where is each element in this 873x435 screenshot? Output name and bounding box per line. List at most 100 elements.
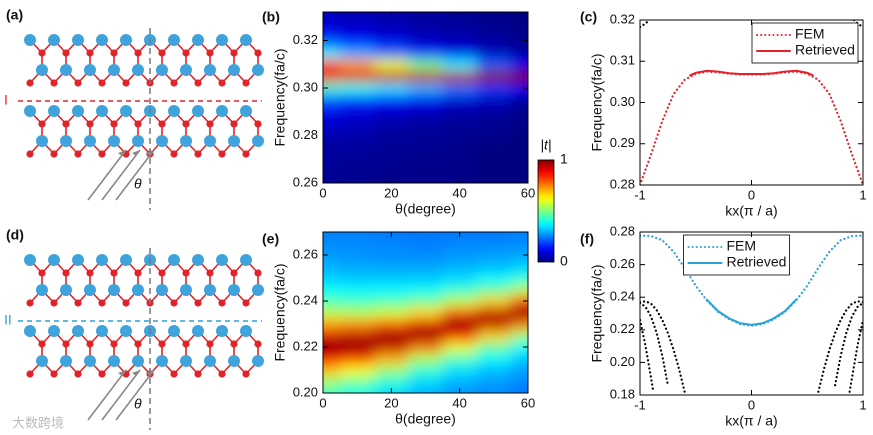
atom bbox=[50, 370, 58, 378]
heatmap-cell bbox=[340, 352, 375, 365]
heatmap-cell bbox=[340, 165, 375, 178]
atom bbox=[230, 269, 238, 277]
panel-label: (f) bbox=[580, 231, 594, 247]
atom bbox=[228, 355, 240, 367]
heatmap-cell bbox=[374, 272, 409, 285]
atom bbox=[204, 284, 216, 296]
atom bbox=[48, 254, 60, 266]
x-axis-label: kx(π / a) bbox=[725, 413, 777, 429]
atom bbox=[194, 79, 202, 87]
heatmap-cell bbox=[340, 272, 375, 285]
heatmap-cell bbox=[374, 295, 409, 308]
heatmap-cell bbox=[442, 249, 478, 262]
legend-label: FEM bbox=[795, 26, 825, 42]
heatmap-cell bbox=[442, 70, 478, 83]
heatmap-cell bbox=[510, 318, 528, 331]
x-tick-label: 40 bbox=[452, 185, 466, 200]
legend-label: Retrieved bbox=[795, 42, 855, 58]
atom bbox=[96, 34, 108, 46]
atom bbox=[120, 105, 132, 117]
atom bbox=[84, 355, 96, 367]
chart: 0 20 40 60 0.20 0.22 0.24 0.26 θ(degree) Frequenc… bbox=[262, 231, 535, 427]
heatmap-cell bbox=[340, 306, 375, 319]
heatmap-cell bbox=[323, 272, 341, 285]
atom bbox=[240, 325, 252, 337]
heatmap bbox=[323, 232, 528, 393]
heatmap-cell bbox=[340, 318, 375, 331]
heatmap-cell bbox=[408, 105, 444, 119]
heatmap-cell bbox=[510, 341, 528, 354]
heatmap-cell bbox=[340, 105, 375, 119]
heatmap-cell bbox=[323, 341, 341, 354]
atom bbox=[134, 120, 142, 128]
heatmap-cell bbox=[340, 93, 375, 107]
y-tick-label: 0.30 bbox=[610, 94, 635, 109]
y-tick-label: 0.32 bbox=[293, 32, 318, 47]
atom bbox=[194, 299, 202, 307]
atom bbox=[110, 269, 118, 277]
heatmap-cell bbox=[323, 295, 341, 308]
heatmap-cell bbox=[510, 58, 528, 71]
heatmap-cell bbox=[510, 70, 528, 83]
atom bbox=[254, 340, 262, 348]
heatmap-cell bbox=[323, 58, 341, 71]
heatmap-cell bbox=[476, 82, 512, 95]
atom bbox=[252, 355, 264, 367]
colorbar-label: |t| bbox=[540, 137, 551, 153]
heatmap-cell bbox=[374, 165, 409, 178]
legend-label: Retrieved bbox=[727, 254, 787, 270]
heatmap-cell bbox=[340, 232, 375, 239]
heatmap-cell bbox=[442, 93, 478, 107]
heatmap-cell bbox=[510, 129, 528, 142]
y-tick-label: 0.29 bbox=[610, 135, 635, 150]
atom bbox=[62, 340, 70, 348]
atom bbox=[26, 299, 34, 307]
heatmap-cell bbox=[408, 329, 444, 342]
atom bbox=[134, 269, 142, 277]
atom bbox=[24, 325, 36, 337]
series-line bbox=[705, 298, 798, 326]
atom bbox=[252, 64, 264, 76]
heatmap bbox=[323, 12, 528, 183]
heatmap-cell bbox=[323, 153, 341, 166]
y-tick-label: 0.26 bbox=[293, 174, 318, 189]
atom bbox=[132, 135, 144, 147]
y-tick-label: 0.20 bbox=[610, 354, 635, 369]
heatmap-cell bbox=[442, 318, 478, 331]
atom bbox=[108, 284, 120, 296]
heatmap-cell bbox=[510, 260, 528, 273]
atom bbox=[204, 135, 216, 147]
heatmap-cell bbox=[510, 165, 528, 178]
colorbar-tick-label: 0 bbox=[560, 253, 568, 269]
atom bbox=[156, 64, 168, 76]
arrow-head bbox=[132, 150, 140, 156]
y-tick-label: 0.32 bbox=[610, 11, 635, 26]
series-line bbox=[640, 300, 686, 393]
atom bbox=[122, 79, 130, 87]
arrow-head bbox=[132, 370, 140, 376]
heatmap-cell bbox=[408, 82, 444, 95]
atom bbox=[74, 150, 82, 158]
y-tick-label: 0.22 bbox=[293, 338, 318, 353]
atom bbox=[96, 325, 108, 337]
y-tick-label: 0.30 bbox=[293, 79, 318, 94]
atom bbox=[36, 284, 48, 296]
series-line bbox=[640, 318, 655, 393]
heatmap-cell bbox=[323, 352, 341, 365]
lattice-diagram: (d) II θ bbox=[4, 227, 264, 430]
atom bbox=[38, 120, 46, 128]
atom bbox=[74, 370, 82, 378]
heatmap-cell bbox=[510, 249, 528, 262]
heatmap-cell bbox=[510, 232, 528, 239]
heatmap-cell bbox=[510, 364, 528, 377]
atom bbox=[86, 340, 94, 348]
heatmap-cell bbox=[340, 129, 375, 142]
heatmap-cell bbox=[442, 129, 478, 142]
heatmap-cell bbox=[323, 141, 341, 154]
panel-label: (c) bbox=[580, 9, 597, 25]
heatmap-cell bbox=[510, 153, 528, 166]
atom bbox=[36, 135, 48, 147]
atom bbox=[182, 120, 190, 128]
heatmap-cell bbox=[476, 232, 512, 239]
atom bbox=[228, 284, 240, 296]
